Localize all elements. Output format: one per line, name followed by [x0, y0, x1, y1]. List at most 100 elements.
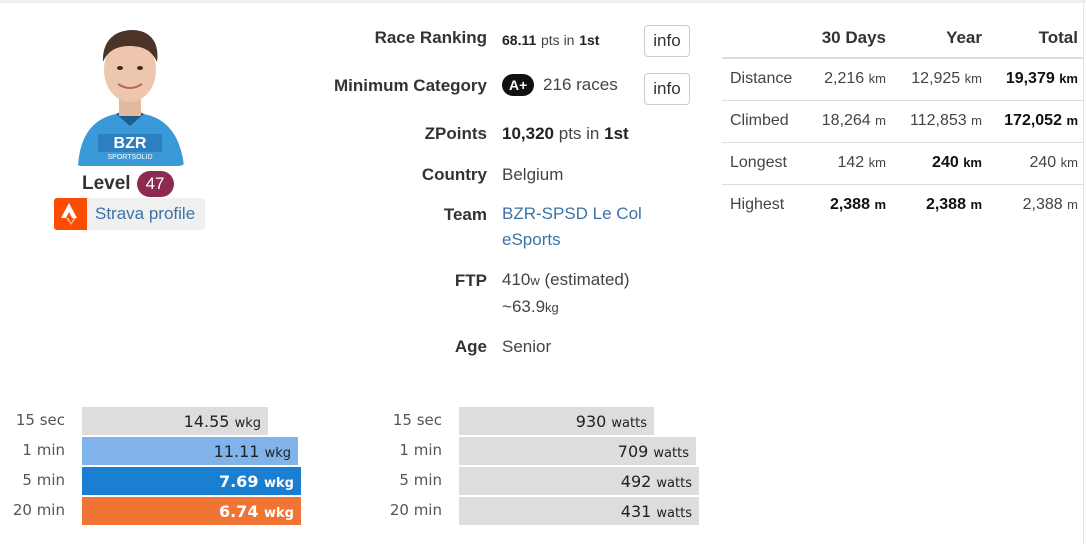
- stats-cell: 240 km: [892, 142, 988, 185]
- stats-header-year: Year: [892, 18, 988, 59]
- table-row: Highest 2,388 m 2,388 m 2,388 m: [722, 184, 1084, 226]
- stats-value: 240: [1029, 154, 1057, 171]
- stats-unit: m: [875, 113, 886, 128]
- stats-unit: m: [970, 197, 982, 213]
- table-row: Longest 142 km 240 km 240 km: [722, 142, 1084, 185]
- power-row: 1 min 11.11 wkg: [0, 436, 395, 466]
- power-bar: 492 watts: [459, 467, 699, 495]
- power-row: 5 min 492 watts: [372, 466, 772, 496]
- jersey-logo: BZR: [114, 135, 147, 152]
- stats-cell: 2,388 m: [892, 184, 988, 226]
- stats-cell: 240 km: [988, 142, 1084, 185]
- power-value: 492: [620, 472, 652, 491]
- zpoints-value: 10,320 pts in 1st: [502, 124, 629, 144]
- power-value: 6.74: [218, 502, 259, 521]
- power-value: 7.69: [218, 472, 259, 491]
- power-bar: 6.74 wkg: [82, 497, 301, 525]
- stats-value: 19,379: [1005, 70, 1055, 88]
- power-row: 5 min 7.69 wkg: [0, 466, 395, 496]
- power-unit: watts: [611, 416, 647, 431]
- stats-value: 240: [932, 154, 959, 171]
- ftp-weight: 63.9: [511, 297, 546, 316]
- category-badge: A+: [502, 74, 535, 96]
- zpoints-label: ZPoints: [424, 124, 487, 143]
- strava-profile-link[interactable]: Strava profile: [54, 198, 206, 230]
- power-bar: 709 watts: [459, 437, 696, 465]
- power-unit: watts: [656, 476, 692, 491]
- ftp-weight-unit: kg: [545, 300, 559, 315]
- stats-header-total: Total: [988, 18, 1084, 59]
- power-value: 709: [617, 442, 649, 461]
- stats-value: 12,925: [911, 70, 961, 88]
- level-row: Level 47: [82, 170, 174, 198]
- power-duration-label: 20 min: [389, 501, 442, 519]
- power-unit: watts: [656, 506, 692, 521]
- power-value: 930: [575, 412, 607, 431]
- stats-unit: km: [1059, 71, 1078, 87]
- power-bar: 7.69 wkg: [82, 467, 301, 495]
- power-bar: 14.55 wkg: [82, 407, 268, 435]
- min-category-value: A+ 216 races: [502, 74, 618, 96]
- power-duration-label: 1 min: [22, 441, 65, 459]
- level-badge: 47: [136, 171, 174, 197]
- team-name-line1[interactable]: BZR-SPSD Le Col: [502, 204, 642, 223]
- race-ranking-label: Race Ranking: [374, 28, 487, 47]
- table-row: Distance 2,216 km 12,925 km 19,379 km: [722, 58, 1084, 101]
- power-row: 20 min 6.74 wkg: [0, 496, 395, 526]
- power-unit: watts: [653, 446, 689, 461]
- race-ranking-info-button[interactable]: info: [644, 25, 690, 57]
- jersey-sublogo: SPORTSOLID: [108, 154, 153, 161]
- race-ranking-value: 68.11 pts in 1st: [502, 30, 599, 50]
- stats-value: 2,388: [1022, 196, 1063, 214]
- stats-unit: km: [963, 155, 982, 170]
- min-category-races: 216 races: [543, 75, 618, 94]
- power-unit: wkg: [264, 446, 291, 461]
- stats-cell: 172,052 m: [988, 100, 1084, 143]
- ftp-watts-unit: w: [530, 273, 540, 288]
- power-value: 14.55: [183, 412, 230, 431]
- stats-header-row: 30 Days Year Total: [722, 18, 1084, 59]
- stats-row-label: Distance: [722, 58, 812, 101]
- zpoints-pts: 10,320: [502, 124, 554, 143]
- min-category-label: Minimum Category: [333, 76, 487, 95]
- zpoints-pts-unit: pts in: [558, 124, 600, 143]
- level-label: Level: [82, 173, 131, 194]
- stats-row-label: Longest: [722, 142, 812, 185]
- power-duration-label: 15 sec: [392, 411, 442, 429]
- stats-cell: 2,388 m: [988, 184, 1084, 226]
- zpoints-rank: 1st: [604, 124, 629, 143]
- power-duration-label: 15 sec: [15, 411, 65, 429]
- country-value: Belgium: [502, 165, 564, 184]
- power-duration-label: 5 min: [399, 471, 442, 489]
- strava-icon: [54, 198, 87, 230]
- team-name-line2[interactable]: eSports: [502, 230, 561, 249]
- stats-header-blank: [722, 18, 812, 59]
- age-label: Age: [454, 337, 487, 356]
- team-label: Team: [443, 205, 487, 224]
- stats-unit: km: [1060, 155, 1078, 170]
- power-duration-label: 5 min: [22, 471, 65, 489]
- ftp-value: 410w (estimated) ~63.9kg: [502, 267, 630, 321]
- right-border: [1083, 3, 1084, 543]
- age-value: Senior: [502, 337, 552, 356]
- stats-value: 142: [837, 154, 865, 171]
- stats-value: 18,264: [821, 112, 871, 129]
- stats-unit: km: [964, 71, 982, 87]
- stats-cell: 2,388 m: [812, 184, 892, 226]
- team-link[interactable]: BZR-SPSD Le Col eSports: [502, 201, 642, 253]
- stats-cell: 18,264 m: [812, 100, 892, 143]
- power-unit: wkg: [264, 506, 294, 521]
- strava-profile-label: Strava profile: [95, 204, 196, 223]
- top-border: [0, 0, 1086, 3]
- power-value: 11.11: [213, 442, 260, 461]
- stats-unit: m: [874, 197, 886, 213]
- stats-cell: 142 km: [812, 142, 892, 185]
- power-value: 431: [620, 502, 652, 521]
- min-category-info-button[interactable]: info: [644, 73, 690, 105]
- power-row: 20 min 431 watts: [372, 496, 772, 526]
- power-bar: 930 watts: [459, 407, 654, 435]
- power-unit: wkg: [234, 416, 261, 431]
- stats-cell: 19,379 km: [988, 58, 1084, 101]
- power-row: 15 sec 930 watts: [372, 406, 772, 436]
- ftp-label: FTP: [454, 271, 487, 290]
